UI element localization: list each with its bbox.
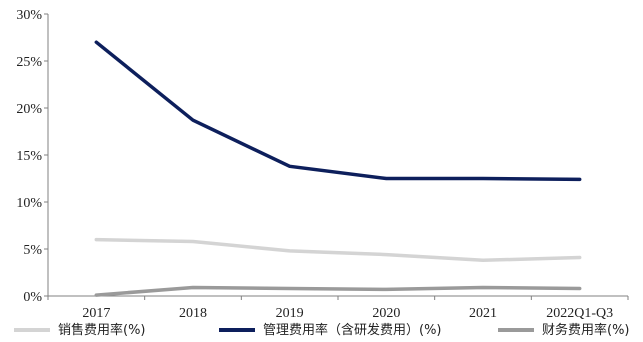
y-tick-label: 15% xyxy=(16,149,42,164)
legend: 销售费用率(%) 管理费用率（含研发费用）(%) 财务费用率(%) xyxy=(14,322,630,338)
y-tick-label: 30% xyxy=(16,8,42,23)
series-line-2 xyxy=(94,40,582,182)
legend-label-2: 管理费用率（含研发费用）(%) xyxy=(263,322,442,338)
y-tick-label: 5% xyxy=(23,243,42,258)
legend-label-1: 销售费用率(%) xyxy=(58,322,146,338)
y-tick-label: 10% xyxy=(16,196,42,211)
y-tick-label: 25% xyxy=(16,55,42,70)
x-axis: 2017 2018 2019 2020 2021 2022Q1-Q3 xyxy=(47,295,629,321)
x-tick-label: 2022Q1-Q3 xyxy=(546,306,613,321)
x-tick-label: 2017 xyxy=(82,306,110,321)
x-tick-label: 2019 xyxy=(276,306,304,321)
x-tick-label: 2021 xyxy=(469,306,497,321)
y-tick-label: 0% xyxy=(23,290,42,305)
series-lines xyxy=(94,40,582,297)
y-tick-label: 20% xyxy=(16,102,42,117)
x-tick-label: 2020 xyxy=(372,306,400,321)
x-tick-label: 2018 xyxy=(179,306,207,321)
series-line-1 xyxy=(94,237,582,263)
legend-label-3: 财务费用率(%) xyxy=(542,322,630,338)
series-line-3 xyxy=(94,285,582,297)
y-axis: 0% 5% 10% 15% 20% 25% 30% xyxy=(16,8,49,305)
